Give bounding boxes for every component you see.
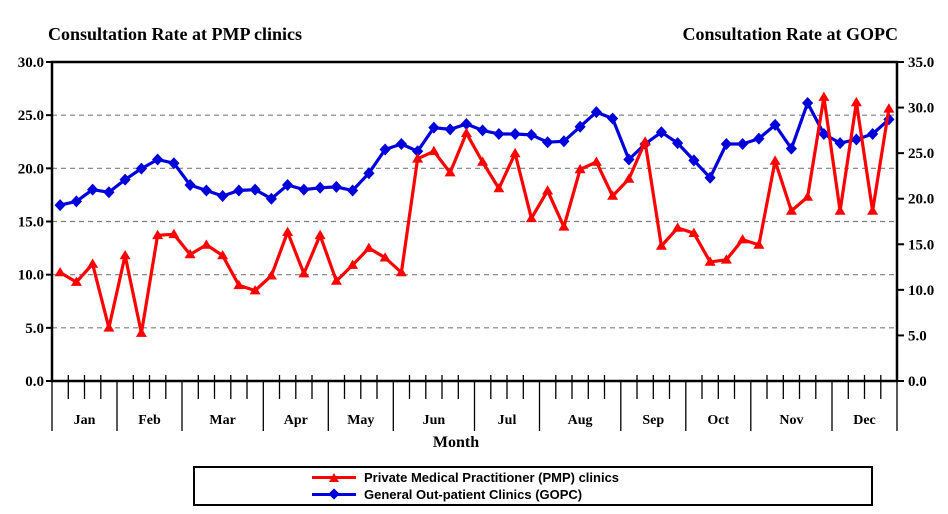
svg-text:15.0: 15.0: [18, 215, 44, 231]
svg-text:0.0: 0.0: [908, 374, 927, 390]
left-axis-title: Consultation Rate at PMP clinics: [48, 24, 302, 44]
svg-text:Mar: Mar: [209, 413, 235, 428]
gopc-line-marker-icon: [312, 488, 356, 500]
svg-text:May: May: [347, 413, 374, 428]
svg-text:35.0: 35.0: [908, 55, 934, 71]
svg-text:Dec: Dec: [853, 413, 876, 428]
svg-text:Feb: Feb: [138, 413, 161, 428]
svg-text:Aug: Aug: [568, 413, 593, 428]
x-axis-ticks: Jan Feb Mar Apr May Jun Jul Aug Sep Oct Nov Dec: [51, 375, 898, 431]
legend-item-pmp: Private Medical Practitioner (PMP) clini…: [312, 469, 871, 486]
svg-text:25.0: 25.0: [908, 146, 934, 162]
legend: Private Medical Practitioner (PMP) clini…: [193, 466, 873, 506]
svg-text:10.0: 10.0: [908, 283, 934, 299]
svg-text:15.0: 15.0: [908, 237, 934, 253]
right-axis: 35.0 30.0 25.0 20.0 15.0 10.0 5.0 0.0: [897, 55, 934, 390]
svg-text:20.0: 20.0: [908, 192, 934, 208]
svg-text:Jan: Jan: [74, 413, 96, 428]
left-axis: 30.0 25.0 20.0 15.0 10.0 5.0 0.0: [18, 55, 52, 390]
svg-text:20.0: 20.0: [18, 161, 44, 177]
svg-text:Nov: Nov: [779, 413, 803, 428]
gridlines: [52, 114, 897, 329]
svg-text:30.0: 30.0: [18, 55, 44, 71]
svg-text:Sep: Sep: [642, 413, 664, 428]
legend-label-pmp: Private Medical Practitioner (PMP) clini…: [364, 470, 620, 485]
svg-text:10.0: 10.0: [18, 268, 44, 284]
pmp-line-marker-icon: [312, 472, 356, 483]
svg-text:Jun: Jun: [423, 413, 446, 428]
svg-text:Apr: Apr: [284, 413, 308, 428]
x-axis-label: Month: [432, 434, 480, 451]
svg-text:30.0: 30.0: [908, 101, 934, 117]
svg-text:5.0: 5.0: [908, 328, 927, 344]
svg-text:Jul: Jul: [498, 413, 517, 428]
svg-text:0.0: 0.0: [25, 374, 44, 390]
series-gopc: [54, 97, 895, 212]
right-axis-title: Consultation Rate at GOPC: [682, 24, 899, 44]
svg-text:5.0: 5.0: [25, 321, 44, 337]
svg-text:Oct: Oct: [707, 413, 729, 428]
series-pmp: [54, 91, 895, 337]
legend-item-gopc: General Out-patient Clinics (GOPC): [312, 486, 871, 503]
legend-label-gopc: General Out-patient Clinics (GOPC): [364, 487, 583, 502]
svg-text:25.0: 25.0: [18, 108, 44, 124]
